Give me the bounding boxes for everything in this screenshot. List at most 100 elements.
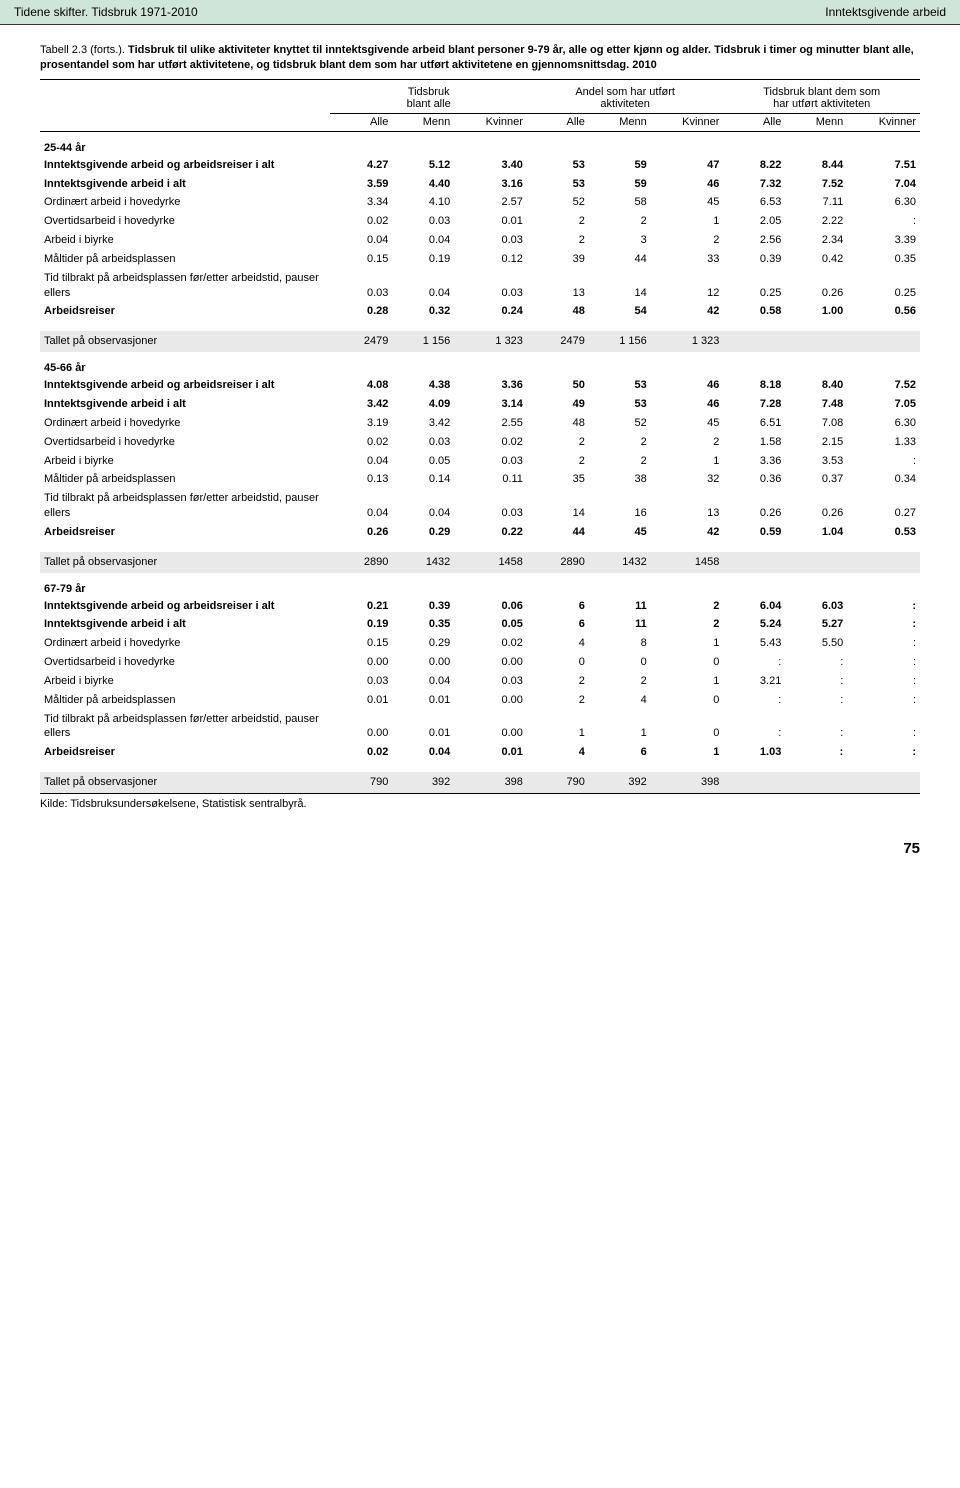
data-cell: 4.40 <box>392 175 454 194</box>
data-cell: 0.25 <box>847 269 920 303</box>
data-cell: 0.03 <box>454 231 527 250</box>
data-cell: : <box>847 597 920 616</box>
data-cell: 11 <box>589 615 651 634</box>
data-cell: : <box>785 710 847 744</box>
data-cell: 0.03 <box>330 269 392 303</box>
data-cell: 0.12 <box>454 250 527 269</box>
data-cell: 5.43 <box>723 634 785 653</box>
data-cell: 38 <box>589 470 651 489</box>
data-cell: 0.03 <box>454 489 527 523</box>
data-cell: 53 <box>527 156 589 175</box>
data-cell: 1 <box>651 743 724 762</box>
data-cell: 4.27 <box>330 156 392 175</box>
data-cell: 0.35 <box>392 615 454 634</box>
data-cell: 4 <box>527 743 589 762</box>
data-cell: 6.04 <box>723 597 785 616</box>
data-cell: 46 <box>651 395 724 414</box>
data-cell: 0 <box>651 710 724 744</box>
data-cell: 1.03 <box>723 743 785 762</box>
data-cell <box>785 772 847 793</box>
data-cell <box>847 772 920 793</box>
data-cell: 1 323 <box>454 331 527 352</box>
data-cell: 0 <box>651 653 724 672</box>
data-cell: 0.00 <box>392 653 454 672</box>
data-cell: 0.02 <box>330 212 392 231</box>
data-cell: 2 <box>589 672 651 691</box>
observations-label: Tallet på observasjoner <box>40 772 330 793</box>
data-cell: 0.19 <box>392 250 454 269</box>
data-cell: 14 <box>589 269 651 303</box>
data-cell: 13 <box>527 269 589 303</box>
data-cell: 790 <box>330 772 392 793</box>
data-cell: 45 <box>651 414 724 433</box>
data-cell: 0.01 <box>454 743 527 762</box>
data-cell: 398 <box>454 772 527 793</box>
data-cell: 1 156 <box>589 331 651 352</box>
data-cell: 0.00 <box>454 653 527 672</box>
data-cell: 1 <box>589 710 651 744</box>
data-cell: 0 <box>589 653 651 672</box>
data-cell: 1458 <box>651 552 724 573</box>
data-cell: 6 <box>589 743 651 762</box>
data-cell: 7.52 <box>847 376 920 395</box>
data-cell: 2890 <box>527 552 589 573</box>
table-source: Kilde: Tidsbruksundersøkelsene, Statisti… <box>40 793 920 810</box>
data-cell: 7.05 <box>847 395 920 414</box>
column-group-header: Tidsbrukblant alle <box>330 79 526 113</box>
data-cell: 42 <box>651 523 724 542</box>
column-header: Menn <box>392 113 454 131</box>
data-cell: 0.14 <box>392 470 454 489</box>
data-cell: 59 <box>589 175 651 194</box>
data-cell: 14 <box>527 489 589 523</box>
data-cell: 0.03 <box>454 452 527 471</box>
data-cell: 4.09 <box>392 395 454 414</box>
data-cell: 2 <box>527 691 589 710</box>
data-cell: 1 <box>651 634 724 653</box>
data-cell: 0.04 <box>392 231 454 250</box>
data-cell: 1 <box>651 452 724 471</box>
data-cell: 2.55 <box>454 414 527 433</box>
data-cell: : <box>785 691 847 710</box>
data-cell: 1432 <box>392 552 454 573</box>
data-cell <box>847 331 920 352</box>
data-cell: 0.04 <box>392 743 454 762</box>
column-header: Menn <box>589 113 651 131</box>
column-group-header: Tidsbruk blant dem somhar utført aktivit… <box>723 79 920 113</box>
section-header: 67-79 år <box>40 573 920 597</box>
row-label: Arbeid i biyrke <box>40 452 330 471</box>
data-cell: 0.01 <box>392 691 454 710</box>
data-cell: 53 <box>589 395 651 414</box>
data-cell: 52 <box>589 414 651 433</box>
data-cell: 2 <box>651 615 724 634</box>
data-cell: 0.01 <box>392 710 454 744</box>
data-cell: 7.51 <box>847 156 920 175</box>
data-cell: 6.03 <box>785 597 847 616</box>
row-label: Inntektsgivende arbeid i alt <box>40 615 330 634</box>
data-cell: 45 <box>589 523 651 542</box>
data-cell: 8.18 <box>723 376 785 395</box>
table-caption: Tabell 2.3 (forts.). Tidsbruk til ulike … <box>40 43 920 73</box>
data-cell: 3.59 <box>330 175 392 194</box>
data-cell: 2 <box>527 231 589 250</box>
data-cell: : <box>847 710 920 744</box>
data-cell: 2 <box>651 597 724 616</box>
data-cell: 0.34 <box>847 470 920 489</box>
data-cell: 0 <box>527 653 589 672</box>
data-cell: 2.05 <box>723 212 785 231</box>
data-cell: 54 <box>589 302 651 321</box>
row-label: Inntektsgivende arbeid og arbeidsreiser … <box>40 156 330 175</box>
data-cell <box>847 552 920 573</box>
data-cell: 5.50 <box>785 634 847 653</box>
data-cell: 6 <box>527 597 589 616</box>
data-cell: 7.52 <box>785 175 847 194</box>
page-number: 75 <box>0 810 960 877</box>
data-cell: 0.00 <box>454 710 527 744</box>
data-cell: 0.05 <box>454 615 527 634</box>
data-cell: 1.58 <box>723 433 785 452</box>
data-cell: 42 <box>651 302 724 321</box>
data-cell: 5.12 <box>392 156 454 175</box>
data-cell: 0.26 <box>723 489 785 523</box>
data-cell: : <box>847 452 920 471</box>
data-cell: 44 <box>527 523 589 542</box>
data-cell: 5.24 <box>723 615 785 634</box>
